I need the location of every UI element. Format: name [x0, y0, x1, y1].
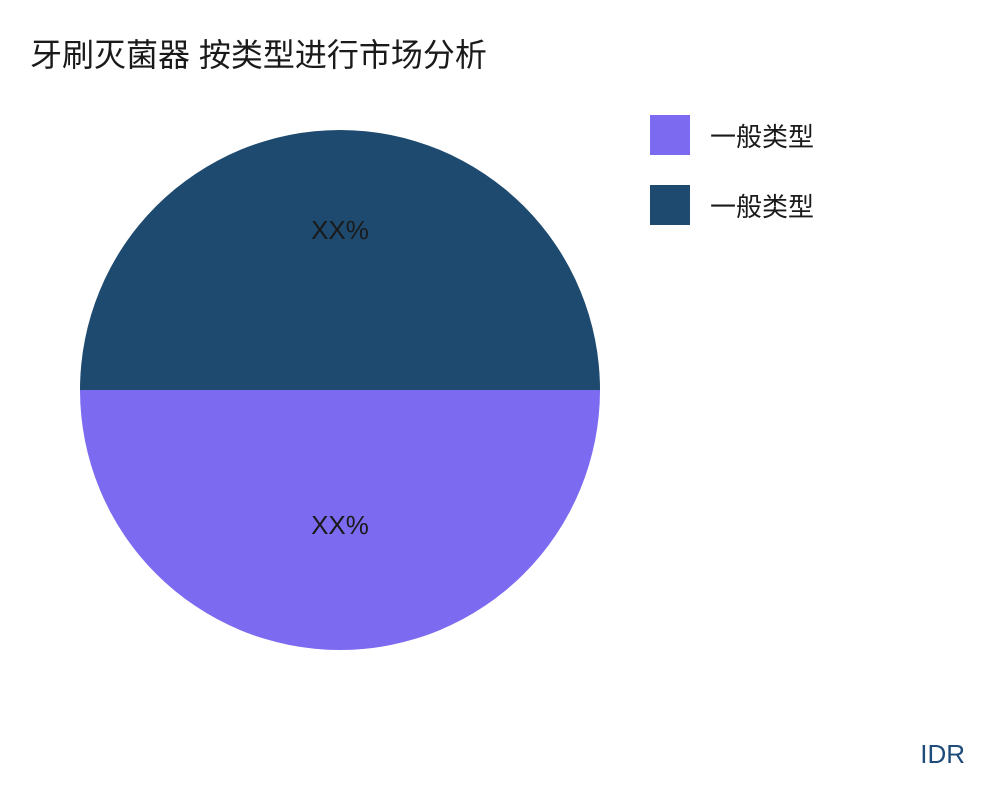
legend-swatch — [650, 115, 690, 155]
pie-slice-top — [80, 130, 600, 390]
watermark: IDR — [920, 739, 965, 770]
legend-label: 一般类型 — [710, 117, 814, 154]
chart-title: 牙刷灭菌器 按类型进行市场分析 — [30, 30, 487, 76]
legend-item: 一般类型 — [650, 115, 814, 155]
legend-label: 一般类型 — [710, 187, 814, 224]
legend: 一般类型 一般类型 — [650, 115, 814, 255]
pie-slice-label-top: XX% — [311, 215, 369, 246]
legend-swatch — [650, 185, 690, 225]
pie-slice-label-bottom: XX% — [311, 510, 369, 541]
pie-chart-container: XX% XX% — [80, 130, 600, 650]
pie-chart — [80, 130, 600, 650]
legend-item: 一般类型 — [650, 185, 814, 225]
